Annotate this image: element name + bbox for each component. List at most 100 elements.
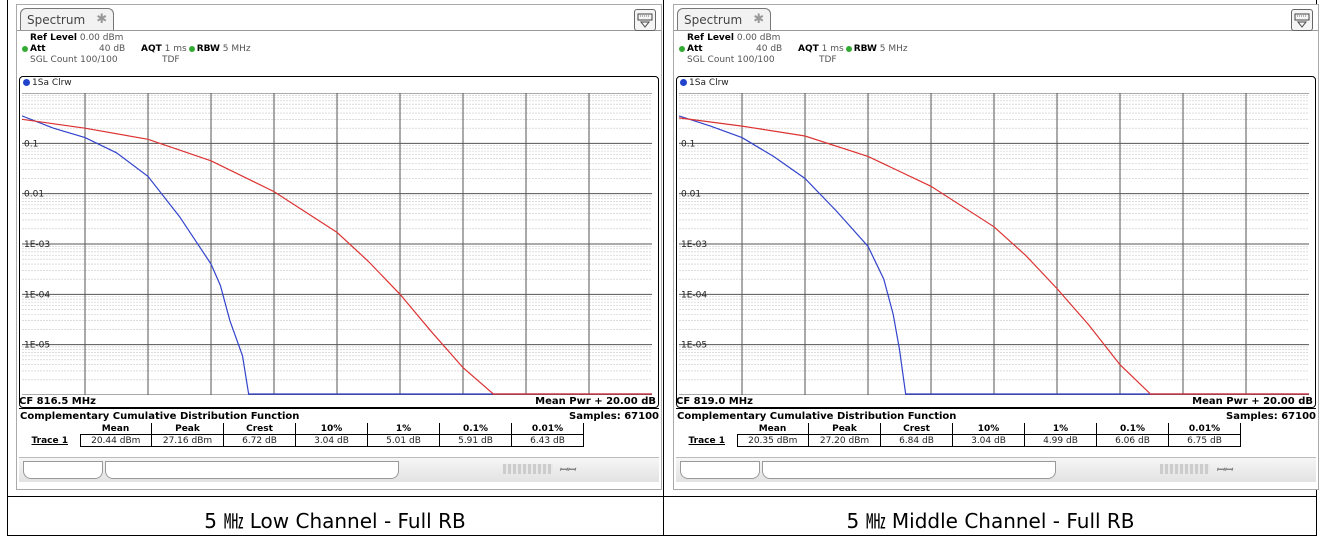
series-line — [679, 115, 907, 395]
status-dot-icon — [22, 45, 28, 52]
column-header: 0.01% — [1168, 423, 1241, 435]
trace-dot-icon — [23, 79, 30, 86]
mean-power: Mean Pwr + 20.00 dB — [1192, 396, 1313, 407]
sgl-count: SGL Count 100/100 — [687, 55, 775, 65]
ccdf-plot: 0.1 0.01 1E-03 1E-04 1E-05 — [22, 93, 652, 395]
center-frequency: CF 816.5 MHz — [19, 396, 96, 407]
ccdf-title: Complementary Cumulative Distribution Fu… — [20, 411, 300, 422]
table-header-row: Mean Peak Crest 10% 1% 0.1% 0.01% — [677, 423, 1241, 435]
table-cell: 20.35 dBm — [736, 434, 809, 447]
table-header-row: Mean Peak Crest 10% 1% 0.1% 0.01% — [20, 423, 584, 435]
keyboard-icon[interactable] — [634, 9, 656, 31]
table-cell: 6.75 dB — [1168, 434, 1241, 447]
separator — [19, 408, 659, 409]
series-line — [22, 115, 250, 395]
tab-label: Spectrum — [684, 13, 743, 27]
column-header: Peak — [808, 423, 881, 435]
table-cell: 5.91 dB — [439, 434, 512, 447]
column-header: Peak — [151, 423, 224, 435]
status-field[interactable] — [762, 461, 1056, 479]
ccdf-stats-table: Mean Peak Crest 10% 1% 0.1% 0.01% Trace … — [20, 423, 584, 447]
column-divider — [663, 0, 664, 536]
att-row: Att — [20, 44, 46, 54]
status-field[interactable] — [105, 461, 399, 479]
table-cell: 27.20 dBm — [808, 434, 881, 447]
table-cell: 4.99 dB — [1024, 434, 1097, 447]
table-corner — [677, 423, 737, 435]
table-row: Trace 1 20.44 dBm 27.16 dBm 6.72 dB 3.04… — [20, 434, 584, 447]
caption-divider — [7, 496, 1317, 497]
att-value: 40 dB — [756, 44, 783, 54]
caption-left: 5 ㎒ Low Channel - Full RB — [204, 509, 466, 533]
analyzer-panel-middle: Spectrum ✱ Ref Level 0.00 dBm Att 40 dB A… — [673, 4, 1319, 490]
column-header: Mean — [80, 423, 152, 435]
table-cell: 6.43 dB — [511, 434, 584, 447]
column-header: 0.01% — [511, 423, 584, 435]
table-cell: 20.44 dBm — [79, 434, 152, 447]
ref-level: Ref Level 0.00 dBm — [687, 33, 781, 43]
ccdf-stats-table: Mean Peak Crest 10% 1% 0.1% 0.01% Trace … — [677, 423, 1241, 447]
status-dot-icon — [845, 45, 852, 52]
ccdf-plot: 0.1 0.01 1E-03 1E-04 1E-05 — [679, 93, 1309, 395]
y-tick-label: 1E-05 — [681, 341, 707, 351]
status-button[interactable] — [680, 461, 760, 479]
keyboard-icon[interactable] — [1291, 9, 1313, 31]
table-cell: 3.04 dB — [952, 434, 1025, 447]
analyzer-panel-low: Spectrum ✱ Ref Level 0.00 dBm Att 40 dB A… — [16, 4, 662, 490]
column-header: 0.1% — [439, 423, 512, 435]
y-tick-label: 1E-04 — [681, 290, 707, 300]
column-header: 10% — [295, 423, 368, 435]
series-line — [22, 118, 495, 395]
center-frequency: CF 819.0 MHz — [676, 396, 753, 407]
star-icon: ✱ — [96, 12, 108, 27]
samples-count: Samples: 67100 — [1226, 411, 1316, 422]
y-tick-label: 1E-03 — [681, 240, 707, 250]
table-cell: 6.84 dB — [880, 434, 953, 447]
graph-area[interactable]: 1Sa Clrw 0.1 0.01 1E-03 1E-04 1E-05 — [19, 76, 659, 408]
tab-underline — [674, 30, 1318, 31]
tab-spectrum[interactable]: Spectrum ✱ — [677, 8, 772, 31]
table-row: Trace 1 20.35 dBm 27.20 dBm 6.84 dB 3.04… — [677, 434, 1241, 447]
trace-label: 1Sa Clrw — [680, 78, 729, 88]
trace-dot-icon — [680, 79, 687, 86]
column-header: Mean — [737, 423, 809, 435]
row-label: Trace 1 — [688, 435, 726, 446]
table-cell: 6.72 dB — [223, 434, 296, 447]
table-cell: 5.01 dB — [367, 434, 440, 447]
trace-label: 1Sa Clrw — [23, 78, 72, 88]
series-line — [679, 117, 1152, 395]
status-button[interactable] — [23, 461, 103, 479]
lxi-icon: ꟷꟷ — [559, 465, 576, 476]
row-label: Trace 1 — [31, 435, 69, 446]
star-icon: ✱ — [753, 12, 765, 27]
y-tick-label: 0.1 — [681, 139, 695, 149]
tdf-label: TDF — [162, 55, 180, 65]
sgl-count: SGL Count 100/100 — [30, 55, 118, 65]
tab-underline — [17, 30, 661, 31]
lxi-icon: ꟷꟷ — [1216, 465, 1233, 476]
graph-area[interactable]: 1Sa Clrw 0.1 0.01 1E-03 1E-04 1E-05 — [676, 76, 1316, 408]
tab-spectrum[interactable]: Spectrum ✱ — [20, 8, 115, 31]
caption-right: 5 ㎒ Middle Channel - Full RB — [846, 509, 1135, 533]
tab-label: Spectrum — [27, 13, 86, 27]
status-dot-icon — [188, 45, 195, 52]
status-bar: ꟷꟷ — [19, 457, 659, 482]
table-cell: 3.04 dB — [295, 434, 368, 447]
y-tick-label: 1E-03 — [24, 240, 50, 250]
column-header: Crest — [880, 423, 953, 435]
table-cell: 27.16 dBm — [151, 434, 224, 447]
column-header: 1% — [1024, 423, 1097, 435]
y-tick-label: 0.01 — [24, 190, 44, 200]
att-row: Att — [677, 44, 703, 54]
column-header: 10% — [952, 423, 1025, 435]
y-tick-label: 0.1 — [24, 139, 38, 149]
progress-indicator — [503, 464, 553, 474]
column-header: 1% — [367, 423, 440, 435]
samples-count: Samples: 67100 — [569, 411, 659, 422]
progress-indicator — [1160, 464, 1210, 474]
aqt-rbw: AQT 1 ms RBW 5 MHz — [798, 44, 908, 54]
ccdf-title: Complementary Cumulative Distribution Fu… — [677, 411, 957, 422]
column-header: 0.1% — [1096, 423, 1169, 435]
mean-power: Mean Pwr + 20.00 dB — [535, 396, 656, 407]
tdf-label: TDF — [819, 55, 837, 65]
